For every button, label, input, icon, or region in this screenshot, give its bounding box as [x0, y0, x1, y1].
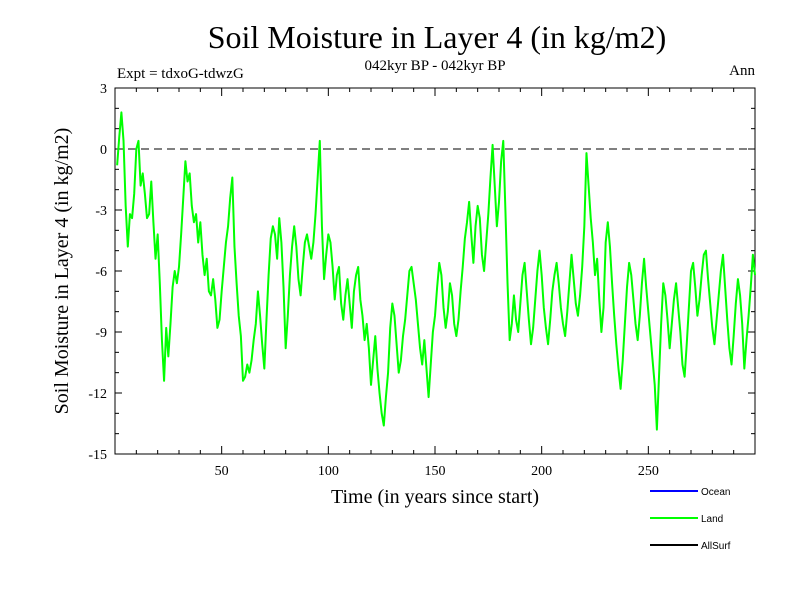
- chart-title: Soil Moisture in Layer 4 (in kg/m2): [208, 19, 667, 55]
- period-label: Ann: [729, 63, 755, 79]
- y-axis: 3 0 -3 -6 -9 -12 -15: [88, 82, 755, 463]
- y-axis-label: Soil Moisture in Layer 4 (in kg/m2): [51, 128, 73, 415]
- x-tick-label: 100: [318, 464, 339, 479]
- legend: Ocean Land AllSurf: [650, 487, 731, 552]
- series-land-line: [116, 111, 756, 431]
- legend-label: Land: [701, 514, 723, 525]
- expt-label: Expt = tdxoG-tdwzG: [117, 66, 244, 82]
- x-tick-label: 50: [215, 464, 229, 479]
- x-tick-label: 150: [425, 464, 446, 479]
- y-tick-label: 3: [100, 82, 107, 97]
- y-tick-label: -15: [88, 448, 107, 463]
- x-axis: 50 100 150 200 250: [135, 88, 735, 479]
- y-tick-label: -6: [95, 265, 107, 280]
- y-tick-label: 0: [100, 143, 107, 158]
- x-axis-label: Time (in years since start): [331, 486, 539, 508]
- legend-label: AllSurf: [701, 541, 731, 552]
- y-tick-label: -3: [95, 204, 107, 219]
- legend-label: Ocean: [701, 487, 730, 498]
- chart-subtitle: 042kyr BP - 042kyr BP: [364, 58, 505, 74]
- x-tick-label: 200: [531, 464, 552, 479]
- y-tick-label: -12: [88, 387, 107, 402]
- x-tick-label: 250: [638, 464, 659, 479]
- y-tick-label: -9: [95, 326, 107, 341]
